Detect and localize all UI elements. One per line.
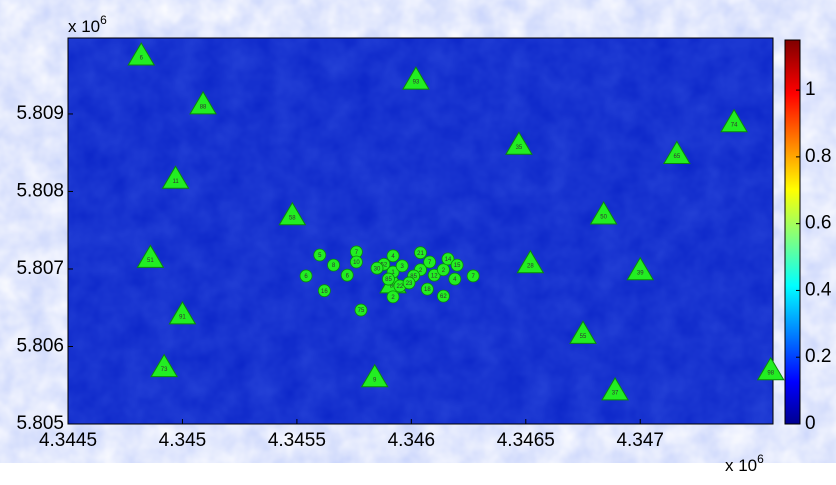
station-label: 11 xyxy=(172,179,179,185)
station-label: 91 xyxy=(179,315,186,321)
station-label: 74 xyxy=(731,122,738,128)
station-label: 55 xyxy=(580,334,587,340)
multiplier-base: x 10 xyxy=(725,456,757,475)
station: 18 xyxy=(421,283,433,295)
station-label: 98 xyxy=(767,370,774,376)
multiplier-base: x 10 xyxy=(68,17,100,36)
station: 8 xyxy=(328,259,340,271)
station-label: 65 xyxy=(674,154,681,160)
station: 16 xyxy=(318,285,330,297)
station-label: 39 xyxy=(637,270,644,276)
colorbar-tick-label: 0.2 xyxy=(805,346,831,367)
station: 4 xyxy=(449,273,461,285)
y-tick-label: 5.809 xyxy=(16,103,64,124)
station: 10 xyxy=(350,256,362,268)
station: 21 xyxy=(415,247,427,259)
station: 6 xyxy=(300,270,312,282)
station-label: 18 xyxy=(424,287,431,293)
station-label: 21 xyxy=(417,251,424,257)
station-label: 85 xyxy=(385,277,392,283)
station-label: 23 xyxy=(406,281,413,287)
colorbar xyxy=(785,40,800,424)
station-label: 50 xyxy=(600,215,607,221)
station: 23 xyxy=(403,277,415,289)
station-label: 75 xyxy=(358,308,365,314)
x-tick-label: 4.345 xyxy=(159,430,207,451)
colorbar-tick-label: 0.4 xyxy=(805,279,832,300)
colorbar-tick-label: 1 xyxy=(805,79,816,100)
station: 2 xyxy=(387,291,399,303)
chart: 4.34454.3454.34554.3464.34654.3475.8055.… xyxy=(0,0,836,480)
x-tick-label: 4.346 xyxy=(388,430,436,451)
station: 62 xyxy=(437,290,449,302)
station-label: 51 xyxy=(147,258,154,264)
station: 7 xyxy=(467,270,479,282)
station-label: 58 xyxy=(289,215,296,221)
station: 30 xyxy=(371,262,383,274)
station: 5 xyxy=(314,249,326,261)
x-tick-label: 4.347 xyxy=(616,430,664,451)
axis-multiplier: x 106 xyxy=(68,13,107,36)
station-label: 73 xyxy=(161,367,168,373)
y-tick-label: 5.805 xyxy=(16,413,64,434)
station: 75 xyxy=(355,304,367,316)
colorbar-tick-label: 0.8 xyxy=(805,146,831,167)
station: 15 xyxy=(451,259,463,271)
multiplier-exponent: 6 xyxy=(100,13,107,27)
y-tick-label: 5.807 xyxy=(16,258,64,279)
station-label: 28 xyxy=(527,263,534,269)
station: 3 xyxy=(396,260,408,272)
station: 2 xyxy=(437,264,449,276)
axis-multiplier: x 106 xyxy=(725,452,764,475)
station-label: 15 xyxy=(454,263,461,269)
station-label: 22 xyxy=(397,284,404,290)
station-label: 37 xyxy=(612,390,619,396)
station: 6 xyxy=(341,269,353,281)
station-label: 35 xyxy=(516,145,523,151)
station-label: 12 xyxy=(431,273,438,279)
x-tick-label: 4.3465 xyxy=(497,430,555,451)
station-label: 10 xyxy=(353,260,360,266)
station-label: 62 xyxy=(440,294,447,300)
y-tick-label: 5.808 xyxy=(16,180,64,201)
station-label: 88 xyxy=(200,104,207,110)
station-label: 30 xyxy=(374,266,381,272)
colorbar-tick-label: 0.6 xyxy=(805,213,831,234)
heatmap-texture xyxy=(68,38,773,424)
x-tick-label: 4.3455 xyxy=(268,430,326,451)
y-tick-label: 5.806 xyxy=(16,336,64,357)
station-label: 93 xyxy=(413,80,420,86)
station-label: 16 xyxy=(321,289,328,295)
station: 85 xyxy=(382,273,394,285)
colorbar-tick-label: 0 xyxy=(805,413,816,434)
station-label: 14 xyxy=(445,257,452,263)
station: 4 xyxy=(387,250,399,262)
multiplier-exponent: 6 xyxy=(757,452,764,466)
